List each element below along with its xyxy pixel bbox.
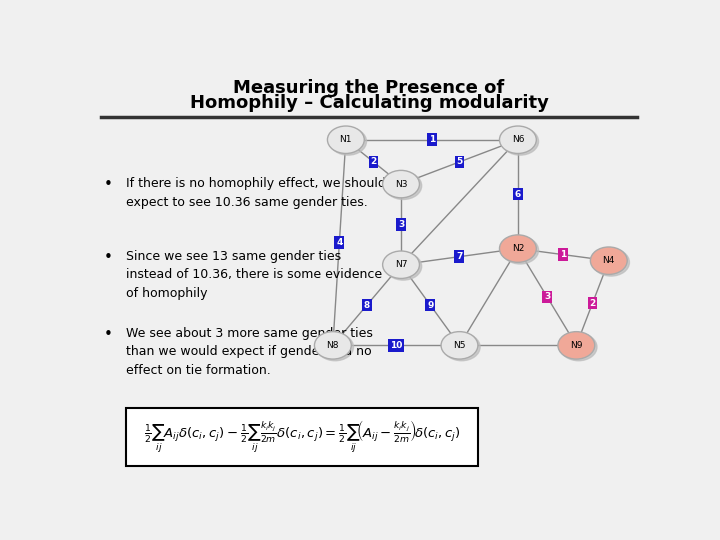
Text: N9: N9 — [570, 341, 582, 350]
Circle shape — [315, 332, 351, 359]
Text: $\frac{1}{2}\sum_{ij} A_{ij}\delta(c_i,c_j) - \frac{1}{2}\sum_{ij} \frac{k_ik_j}: $\frac{1}{2}\sum_{ij} A_{ij}\delta(c_i,c… — [144, 418, 460, 455]
FancyBboxPatch shape — [126, 408, 478, 466]
Circle shape — [590, 247, 627, 274]
Text: N2: N2 — [512, 244, 524, 253]
Text: N8: N8 — [327, 341, 339, 350]
Circle shape — [500, 235, 536, 262]
Text: If there is no homophily effect, we should
expect to see 10.36 same gender ties.: If there is no homophily effect, we shou… — [126, 177, 386, 208]
Circle shape — [330, 127, 366, 155]
Text: 6: 6 — [515, 190, 521, 199]
Text: 8: 8 — [364, 301, 370, 309]
Text: 7: 7 — [456, 252, 463, 261]
Circle shape — [382, 171, 420, 198]
Text: N6: N6 — [512, 135, 524, 144]
Text: We see about 3 more same gender ties
than we would expect if gender had no
effec: We see about 3 more same gender ties tha… — [126, 327, 373, 377]
Circle shape — [560, 333, 597, 361]
Circle shape — [558, 332, 595, 359]
Circle shape — [444, 333, 480, 361]
Text: 9: 9 — [427, 301, 433, 309]
Circle shape — [385, 253, 422, 280]
Text: N3: N3 — [395, 180, 408, 188]
Text: 1: 1 — [428, 135, 435, 144]
Text: 2: 2 — [590, 299, 595, 307]
Text: •: • — [104, 250, 113, 265]
Text: 4: 4 — [336, 238, 343, 247]
Text: •: • — [104, 177, 113, 192]
Circle shape — [328, 126, 364, 153]
Text: N1: N1 — [340, 135, 352, 144]
Text: N5: N5 — [453, 341, 466, 350]
Text: Since we see 13 same gender ties
instead of 10.36, there is some evidence
of hom: Since we see 13 same gender ties instead… — [126, 250, 382, 300]
Circle shape — [502, 237, 539, 264]
Circle shape — [385, 172, 422, 199]
Text: 3: 3 — [544, 293, 550, 301]
Text: N4: N4 — [603, 256, 615, 265]
Text: 1: 1 — [560, 250, 567, 259]
Text: Measuring the Presence of: Measuring the Presence of — [233, 79, 505, 97]
Text: 3: 3 — [398, 220, 404, 229]
Text: •: • — [104, 327, 113, 342]
Circle shape — [593, 248, 629, 276]
Text: 5: 5 — [456, 158, 462, 166]
Text: 10: 10 — [390, 341, 402, 350]
Circle shape — [500, 126, 536, 153]
Circle shape — [441, 332, 478, 359]
Circle shape — [502, 127, 539, 155]
Text: 2: 2 — [370, 158, 377, 166]
Circle shape — [317, 333, 354, 361]
Text: N7: N7 — [395, 260, 408, 269]
Text: Homophily – Calculating modularity: Homophily – Calculating modularity — [189, 94, 549, 112]
Circle shape — [382, 251, 420, 279]
